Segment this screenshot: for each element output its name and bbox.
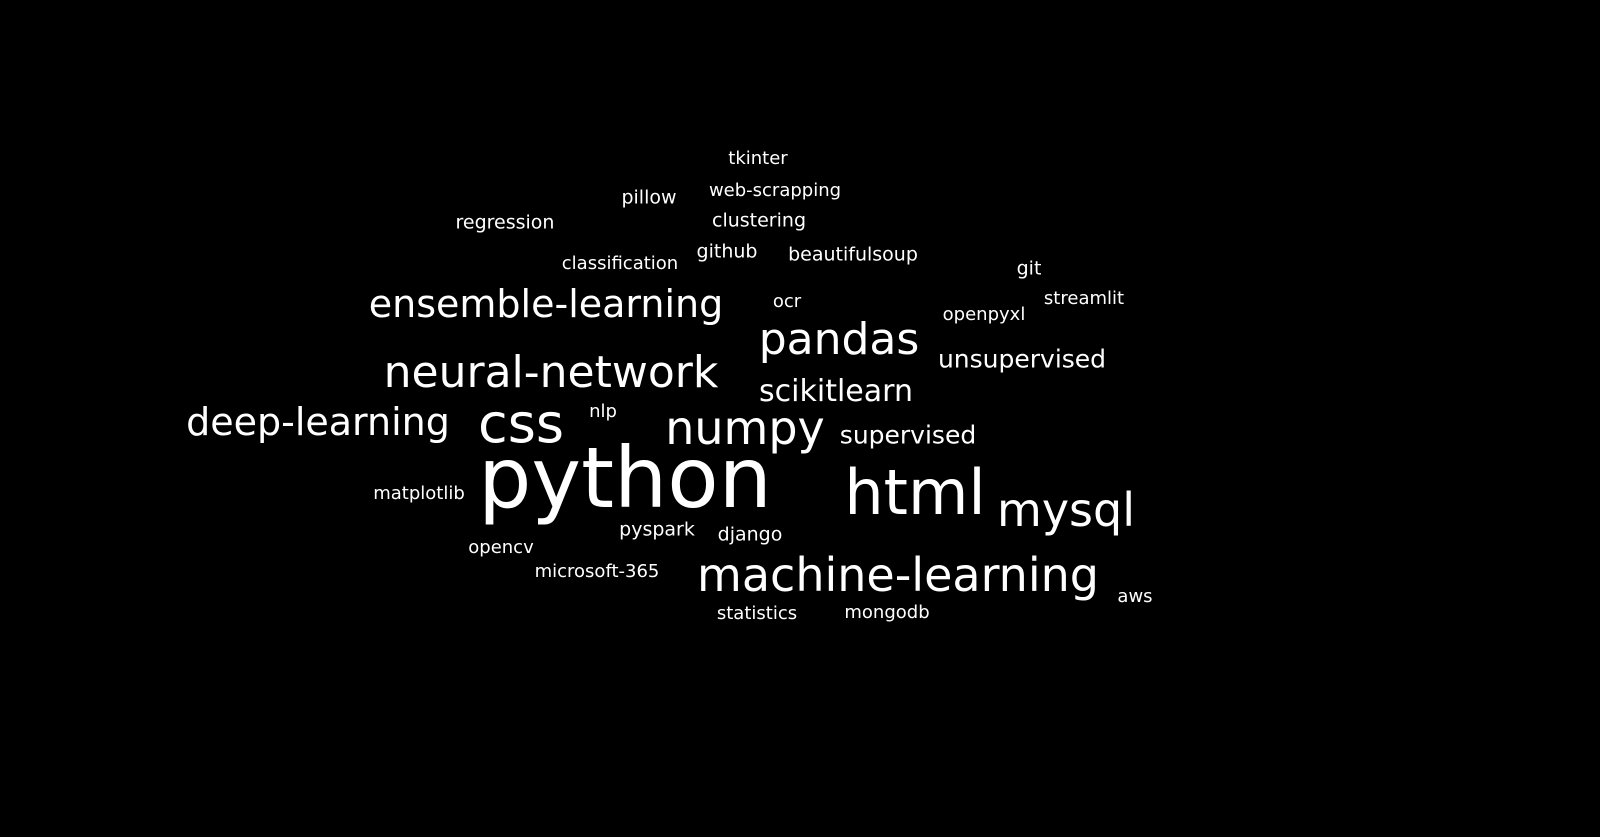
word-mysql: mysql [997,483,1135,537]
word-pandas: pandas [758,314,920,365]
word-python: python [478,429,772,527]
word-pillow: pillow [621,186,677,209]
word-nlp: nlp [589,401,617,422]
word-pyspark: pyspark [619,518,695,541]
word-tkinter: tkinter [728,148,788,169]
word-github: github [696,240,758,263]
word-unsupervised: unsupervised [937,344,1107,374]
word-neural-network: neural-network [383,347,719,398]
word-clustering: clustering [712,209,806,232]
word-html: html [844,456,986,529]
word-machine-learning: machine-learning [697,548,1099,602]
word-ensemble-learning: ensemble-learning [368,282,724,326]
word-statistics: statistics [716,603,798,624]
word-deep-learning: deep-learning [186,400,450,444]
word-opencv: opencv [468,537,534,558]
word-openpyxl: openpyxl [942,304,1026,325]
word-scikitlearn: scikitlearn [759,374,913,409]
word-aws: aws [1117,586,1153,607]
word-beautifulsoup: beautifulsoup [788,243,918,266]
word-classification: classification [561,253,679,274]
word-numpy: numpy [665,401,825,455]
word-supervised: supervised [839,420,977,450]
word-matplotlib: matplotlib [373,483,465,504]
word-microsoft-365: microsoft-365 [534,561,660,582]
word-streamlit: streamlit [1043,288,1125,309]
word-web-scrapping: web-scrapping [708,180,842,201]
word-css: css [478,392,564,455]
word-mongodb: mongodb [844,602,930,623]
word-regression: regression [455,211,555,234]
word-django: django [717,523,783,546]
word-ocr: ocr [772,291,802,312]
word-git: git [1016,257,1042,280]
